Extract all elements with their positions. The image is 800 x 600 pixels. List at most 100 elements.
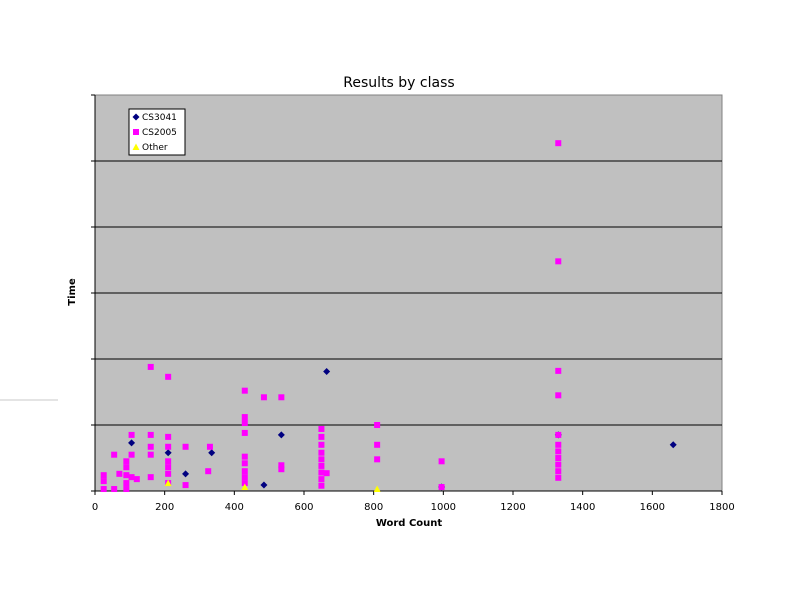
point-other: [164, 479, 172, 487]
point-cs2005: [123, 458, 130, 465]
point-cs2005: [241, 474, 248, 481]
point-cs2005: [241, 468, 248, 475]
point-cs2005: [318, 433, 325, 440]
point-cs3041: [260, 481, 268, 489]
point-cs2005: [165, 443, 172, 450]
point-cs2005: [128, 474, 135, 481]
x-tick-label: 1800: [709, 502, 734, 513]
point-cs2005: [147, 363, 154, 370]
series-other: [164, 479, 381, 493]
point-cs2005: [206, 443, 213, 450]
legend-marker-cs2005: [133, 129, 139, 135]
series-cs2005: [100, 140, 562, 493]
point-cs2005: [278, 394, 285, 401]
point-cs2005: [555, 474, 562, 481]
point-cs2005: [165, 433, 172, 440]
x-tick-label: 0: [92, 502, 98, 513]
legend-marker-cs3041: [132, 113, 140, 121]
point-cs2005: [128, 451, 135, 458]
point-cs2005: [111, 486, 118, 493]
point-cs2005: [241, 414, 248, 421]
x-tick-label: 800: [364, 502, 383, 513]
point-cs2005: [241, 460, 248, 467]
point-cs2005: [182, 443, 189, 450]
point-cs2005: [241, 387, 248, 394]
point-other: [373, 485, 381, 493]
point-cs3041: [128, 439, 136, 447]
point-cs2005: [182, 482, 189, 489]
x-tick-label: 400: [225, 502, 244, 513]
point-cs2005: [147, 474, 154, 481]
point-cs2005: [555, 441, 562, 448]
y-axis-label: Time: [67, 278, 78, 306]
point-cs2005: [116, 470, 123, 477]
x-tick-label: 1600: [640, 502, 665, 513]
point-cs2005: [374, 441, 381, 448]
legend-label-other: Other: [142, 143, 168, 153]
point-cs2005: [123, 472, 130, 479]
point-cs2005: [241, 420, 248, 427]
point-cs2005: [123, 480, 130, 487]
point-cs2005: [241, 480, 248, 487]
point-cs2005: [123, 486, 130, 493]
point-cs2005: [438, 484, 445, 491]
point-cs2005: [165, 470, 172, 477]
point-cs2005: [241, 453, 248, 460]
point-cs2005: [555, 448, 562, 455]
point-cs2005: [133, 476, 140, 483]
point-cs2005: [318, 469, 325, 476]
point-cs2005: [278, 466, 285, 473]
point-cs2005: [555, 367, 562, 374]
x-tick-label: 600: [294, 502, 313, 513]
point-cs2005: [147, 451, 154, 458]
point-cs2005: [318, 462, 325, 469]
x-axis-label: Word Count: [376, 518, 443, 529]
point-cs2005: [555, 258, 562, 265]
point-cs2005: [128, 431, 135, 438]
point-cs3041: [182, 470, 190, 478]
point-cs2005: [278, 462, 285, 469]
point-cs2005: [318, 441, 325, 448]
point-cs2005: [241, 429, 248, 436]
point-cs2005: [123, 464, 130, 471]
point-cs2005: [147, 443, 154, 450]
x-ticks: 0 200 400 600 800 1000 1200 1400 1600 1800: [92, 491, 735, 513]
legend: CS3041 CS2005 Other: [128, 108, 186, 156]
point-cs2005: [555, 392, 562, 399]
chart-title: Results by class: [343, 75, 454, 91]
point-cs2005: [323, 470, 330, 477]
point-cs2005: [100, 472, 107, 479]
x-tick-label: 200: [155, 502, 174, 513]
point-cs2005: [318, 449, 325, 456]
point-cs2005: [555, 455, 562, 461]
point-cs2005: [111, 451, 118, 458]
point-cs2005: [555, 140, 562, 147]
x-tick-label: 1200: [500, 502, 525, 513]
point-cs2005: [165, 464, 172, 471]
data-markers: [100, 140, 677, 493]
point-cs2005: [100, 486, 107, 493]
point-cs3041: [164, 449, 172, 457]
x-tick-label: 1000: [431, 502, 456, 513]
point-cs2005: [260, 394, 267, 401]
point-cs2005: [147, 431, 154, 438]
point-cs2005: [165, 458, 172, 465]
point-cs2005: [318, 476, 325, 483]
point-cs2005: [318, 482, 325, 489]
point-cs3041: [323, 368, 331, 376]
point-cs2005: [555, 431, 562, 438]
grid-lines: [95, 160, 722, 426]
legend-label-cs3041: CS3041: [142, 113, 177, 123]
point-cs2005: [318, 456, 325, 463]
point-cs3041: [669, 441, 677, 449]
point-cs2005: [555, 461, 562, 468]
point-other: [241, 483, 249, 491]
axes: [91, 94, 722, 492]
point-cs2005: [205, 468, 212, 475]
point-cs2005: [374, 422, 381, 428]
point-cs2005: [438, 458, 445, 465]
point-cs3041: [208, 449, 216, 457]
point-cs2005: [100, 478, 107, 485]
point-cs2005: [165, 373, 172, 380]
